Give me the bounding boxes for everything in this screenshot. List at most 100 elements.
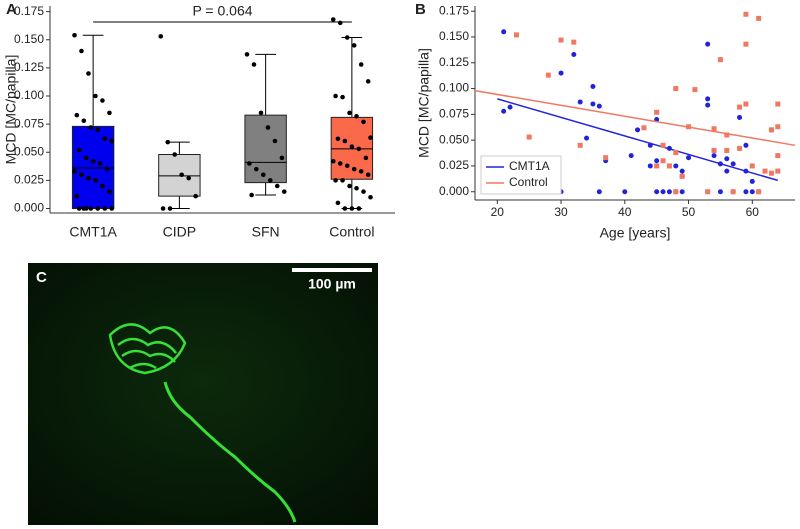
point [768, 127, 774, 133]
x-tick-label: Control [329, 224, 374, 240]
panel-label: A [6, 1, 17, 18]
point [590, 101, 596, 107]
point [340, 94, 345, 100]
point [660, 142, 666, 148]
point [107, 189, 112, 194]
point [356, 206, 362, 211]
point [756, 15, 762, 21]
point [501, 29, 507, 35]
point [344, 35, 350, 40]
point [368, 135, 373, 140]
point [666, 189, 672, 195]
point [342, 138, 348, 144]
point [109, 206, 115, 211]
point [249, 192, 254, 198]
panel-label: B [415, 1, 426, 18]
point [95, 206, 101, 211]
point [673, 163, 679, 169]
point [749, 189, 755, 195]
point [337, 20, 343, 26]
point [705, 189, 711, 195]
point [351, 43, 357, 48]
point [172, 152, 178, 157]
point [654, 158, 660, 164]
point [244, 52, 250, 57]
point [654, 189, 660, 195]
point [354, 185, 359, 191]
y-tick-label: 0.025 [439, 158, 469, 172]
point [501, 108, 507, 114]
y-tick-label: 0.100 [14, 88, 44, 102]
point [165, 139, 171, 145]
point [72, 169, 77, 174]
scale-label: 100 µm [308, 276, 356, 292]
point [558, 37, 564, 43]
point [558, 70, 564, 76]
point [654, 163, 660, 169]
x-tick-label: 30 [554, 205, 568, 219]
y-tick-label: 0.175 [439, 3, 469, 17]
point [724, 156, 730, 162]
point [95, 127, 101, 133]
point [724, 132, 730, 138]
point [179, 172, 185, 178]
y-tick-label: 0.050 [14, 144, 44, 158]
point [749, 178, 755, 184]
point [673, 150, 679, 156]
point [705, 102, 711, 108]
point [81, 118, 87, 124]
point [260, 172, 266, 178]
point [545, 72, 551, 78]
point [705, 96, 711, 102]
point [679, 168, 685, 174]
y-tick-label: 0.075 [439, 107, 469, 121]
point [730, 189, 736, 195]
point [330, 17, 336, 22]
point [74, 193, 80, 199]
point [775, 124, 781, 130]
point [76, 147, 82, 153]
point [743, 142, 749, 148]
point [596, 103, 602, 109]
image-panel: 100 µm C [28, 263, 378, 525]
y-axis-label: MCD [MC/papilla] [416, 48, 432, 158]
point [635, 127, 641, 133]
point [673, 189, 679, 195]
point [358, 62, 364, 67]
point [335, 200, 341, 206]
point [724, 168, 730, 174]
x-tick-label: SFN [252, 224, 280, 240]
point [90, 158, 96, 164]
point [186, 175, 191, 181]
point [104, 166, 110, 172]
point [775, 101, 781, 107]
point [274, 183, 280, 189]
point [641, 125, 647, 131]
point [88, 206, 94, 211]
point [756, 189, 762, 195]
point [596, 189, 602, 195]
corpuscle [108, 323, 297, 523]
point [347, 110, 352, 116]
point [247, 161, 252, 166]
point [100, 183, 105, 189]
point [79, 172, 84, 178]
y-tick-label: 0.150 [439, 29, 469, 43]
point [660, 189, 666, 195]
point [102, 136, 108, 142]
point [354, 113, 359, 119]
x-tick-label: 50 [682, 205, 696, 219]
point [724, 147, 730, 153]
point [679, 173, 685, 179]
point [743, 189, 749, 195]
point [333, 178, 338, 183]
point [692, 87, 698, 93]
point [349, 206, 355, 211]
point [347, 183, 352, 189]
micrograph [28, 263, 378, 525]
point [333, 93, 338, 99]
legend-label: CMT1A [509, 159, 550, 173]
point [711, 153, 717, 159]
point [281, 189, 287, 194]
point [279, 155, 285, 161]
